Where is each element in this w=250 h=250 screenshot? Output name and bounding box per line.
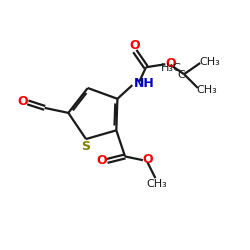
Text: O: O [129,39,140,52]
Text: O: O [142,153,153,166]
Text: NH: NH [134,78,154,90]
Text: CH₃: CH₃ [199,57,220,67]
Text: C: C [178,70,186,81]
Text: H₃C: H₃C [161,63,182,73]
Text: O: O [17,96,28,108]
Text: O: O [165,57,176,70]
Text: CH₃: CH₃ [197,85,218,95]
Text: CH₃: CH₃ [146,178,167,188]
Text: O: O [96,154,107,167]
Text: S: S [81,140,90,152]
